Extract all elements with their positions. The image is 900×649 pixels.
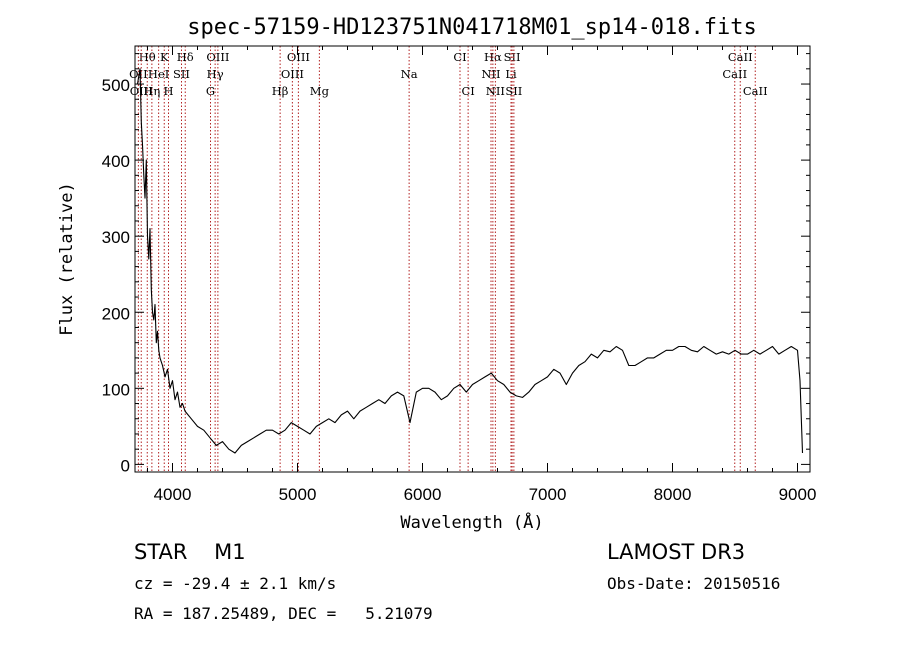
- line-marker-label: CaII: [728, 50, 753, 64]
- line-marker-label: H: [163, 84, 173, 98]
- survey-name: LAMOST DR3: [607, 540, 746, 564]
- spectrum-series: [136, 68, 804, 454]
- y-axis-label: Flux (relative): [57, 182, 77, 336]
- line-marker-label: Hα: [484, 50, 502, 64]
- line-marker-label: CaII: [722, 67, 747, 81]
- y-tick-label: 400: [102, 152, 130, 171]
- line-marker-label: NII: [486, 84, 505, 98]
- line-marker-label: OII: [129, 67, 148, 81]
- x-tick-label: 8000: [654, 485, 692, 504]
- line-marker-label: Hη: [143, 84, 160, 98]
- line-marker-label: HeI: [148, 67, 169, 81]
- line-marker-label: OIII: [206, 50, 229, 64]
- y-tick-label: 200: [102, 304, 130, 323]
- axes: 4000 5000 6000 7000 8000 9000 0 100 200 300 400 500: [102, 46, 817, 504]
- x-tick-label: 5000: [279, 485, 317, 504]
- line-marker-label: Hγ: [207, 67, 224, 81]
- x-tick-label: 4000: [154, 485, 192, 504]
- line-marker-label: SII: [505, 84, 522, 98]
- line-marker-label: Li: [505, 67, 517, 81]
- line-marker-label: SII: [504, 50, 521, 64]
- x-tick-label: 7000: [529, 485, 567, 504]
- line-marker-label: NII: [481, 67, 500, 81]
- observation-date: Obs-Date: 20150516: [607, 574, 781, 593]
- y-tick-label: 0: [121, 456, 130, 475]
- line-marker-label: Hβ: [272, 84, 289, 98]
- redshift-velocity: cz = -29.4 ± 2.1 km/s: [134, 574, 337, 593]
- chart-title: spec-57159-HD123751N041718M01_sp14-018.f…: [187, 15, 757, 40]
- ra-dec-coordinates: RA = 187.25489, DEC = 5.21079: [134, 604, 433, 623]
- y-tick-label: 500: [102, 76, 130, 95]
- y-tick-label: 100: [102, 380, 130, 399]
- line-marker-label: OIII: [281, 67, 304, 81]
- line-marker-label: Mg: [310, 84, 330, 98]
- x-axis-label: Wavelength (Å): [400, 511, 543, 533]
- line-marker-label: K: [160, 50, 169, 64]
- x-tick-label: 6000: [404, 485, 442, 504]
- plot-frame: [134, 45, 811, 473]
- line-marker-label: G: [206, 84, 215, 98]
- object-class: STAR M1: [134, 540, 246, 564]
- line-marker-label: CI: [461, 84, 474, 98]
- line-marker-label: Hδ: [177, 50, 194, 64]
- x-tick-label: 9000: [779, 485, 817, 504]
- line-marker-label: OIII: [287, 50, 310, 64]
- line-marker-label: CI: [453, 50, 466, 64]
- line-marker-label: CaII: [743, 84, 768, 98]
- line-marker-label: Na: [401, 67, 418, 81]
- spectrum-line: [136, 68, 804, 454]
- line-marker-label: SII: [173, 67, 190, 81]
- y-tick-label: 300: [102, 228, 130, 247]
